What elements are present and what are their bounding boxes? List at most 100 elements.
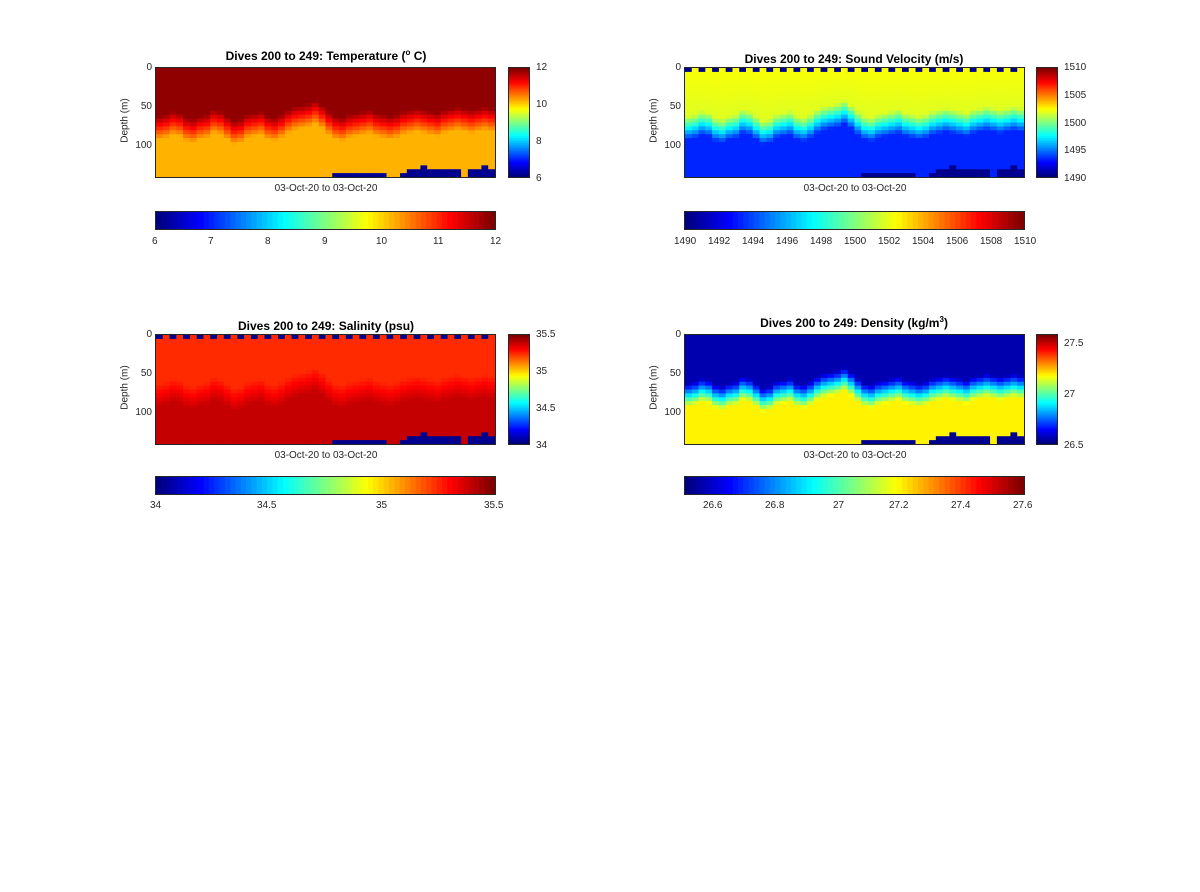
heatmap-cell [461, 138, 469, 143]
heatmap-cell [244, 118, 252, 124]
heatmap-cell [691, 412, 700, 418]
heatmap-cell [732, 393, 740, 398]
heatmap-cell [203, 126, 211, 131]
heatmap-cell [1017, 122, 1024, 127]
heatmap-cell [413, 432, 422, 437]
heatmap-cell [759, 126, 767, 131]
heatmap-cell [685, 389, 693, 394]
colorbar-segment [468, 212, 475, 229]
heatmap-cell [807, 141, 815, 147]
heatmap-cell [962, 106, 971, 112]
heatmap-cell [352, 335, 360, 340]
heatmap-cell [244, 436, 252, 441]
heatmap-cell [793, 114, 801, 120]
heatmap-cell [250, 103, 259, 108]
heatmap-cell [325, 335, 333, 340]
heatmap-cell [217, 141, 225, 147]
heatmap-cell [244, 75, 252, 81]
heatmap-cell [895, 134, 903, 139]
heatmap-cell [413, 385, 422, 391]
heatmap-cell [203, 381, 211, 387]
heatmap-cell [183, 126, 191, 131]
heatmap-cell [1003, 126, 1012, 131]
heatmap-cell [725, 401, 734, 406]
heatmap-cell [379, 424, 388, 430]
heatmap-cell [217, 106, 225, 112]
heatmap-cell [827, 130, 835, 135]
heatmap-cell [433, 370, 442, 375]
heatmap-cell [474, 130, 483, 135]
heatmap-cell [759, 401, 767, 406]
heatmap-cell [759, 79, 767, 85]
heatmap-cell [705, 381, 713, 387]
heatmap-cell [1010, 110, 1018, 116]
heatmap-cell [433, 103, 442, 108]
heatmap-cell [176, 75, 184, 81]
heatmap-cell [298, 87, 306, 92]
heatmap-cell [732, 110, 740, 116]
heatmap-cell [278, 145, 286, 151]
heatmap-cell [983, 157, 991, 163]
heatmap-cell [400, 114, 408, 120]
heatmap-cell [400, 440, 408, 444]
heatmap-cell [372, 68, 381, 73]
colorbar-segment [479, 212, 486, 229]
heatmap-cell [949, 126, 957, 131]
colorbar-segment [509, 86, 529, 90]
heatmap-cell [725, 358, 734, 363]
heatmap-cell [339, 114, 347, 120]
heatmap-cell [739, 99, 747, 104]
heatmap-cell [406, 114, 415, 120]
heatmap-cell [311, 126, 320, 131]
x-axis-label: 03-Oct-20 to 03-Oct-20 [274, 183, 378, 194]
heatmap-cell [420, 338, 428, 344]
colorbar-segment [261, 477, 268, 494]
heatmap-cell [196, 149, 205, 155]
heatmap-cell [813, 118, 822, 124]
colorbar-segment [1013, 212, 1020, 229]
colorbar-segment [1018, 212, 1025, 229]
heatmap-cell [257, 373, 266, 379]
heatmap-cell [189, 149, 198, 155]
heatmap-cell [352, 106, 360, 112]
heatmap-cell [210, 335, 218, 340]
colorbar-segment [420, 477, 427, 494]
heatmap-cell [230, 75, 238, 81]
heatmap-cell [705, 157, 713, 163]
heatmap-cell [176, 393, 184, 398]
colorbar-segment [283, 212, 290, 229]
heatmap-cell [352, 358, 360, 363]
heatmap-cell [488, 110, 495, 116]
colorbar-segment [509, 122, 529, 125]
heatmap-cell [366, 358, 374, 363]
heatmap-cell [685, 75, 693, 81]
heatmap-cell [712, 103, 720, 108]
heatmap-cell [813, 149, 822, 155]
heatmap-cell [956, 161, 964, 166]
heatmap-cell [1003, 95, 1012, 100]
heatmap-cell [725, 141, 734, 147]
colorbar-segment [509, 69, 529, 72]
heatmap-cell [305, 126, 313, 131]
heatmap-cell [305, 110, 313, 116]
heatmap-cell [725, 126, 734, 131]
heatmap-cell [915, 126, 923, 131]
heatmap-cell [827, 87, 835, 92]
heatmap-cell [773, 68, 781, 73]
heatmap-cell [454, 432, 462, 437]
heatmap-cell [223, 75, 232, 81]
heatmap-cell [230, 103, 238, 108]
y-tick-label: 100 [135, 407, 152, 418]
heatmap-cell [271, 354, 279, 359]
heatmap-cell [311, 350, 320, 356]
heatmap-cell [996, 126, 1005, 131]
heatmap-cell [217, 126, 225, 131]
heatmap-cell [962, 149, 971, 155]
heatmap-cell [732, 145, 740, 151]
heatmap-cell [284, 342, 293, 348]
heatmap-cell [210, 110, 218, 116]
heatmap-cell [420, 377, 428, 383]
colorbar-segment [346, 477, 353, 494]
heatmap-cell [732, 71, 740, 77]
heatmap-cell [868, 103, 876, 108]
